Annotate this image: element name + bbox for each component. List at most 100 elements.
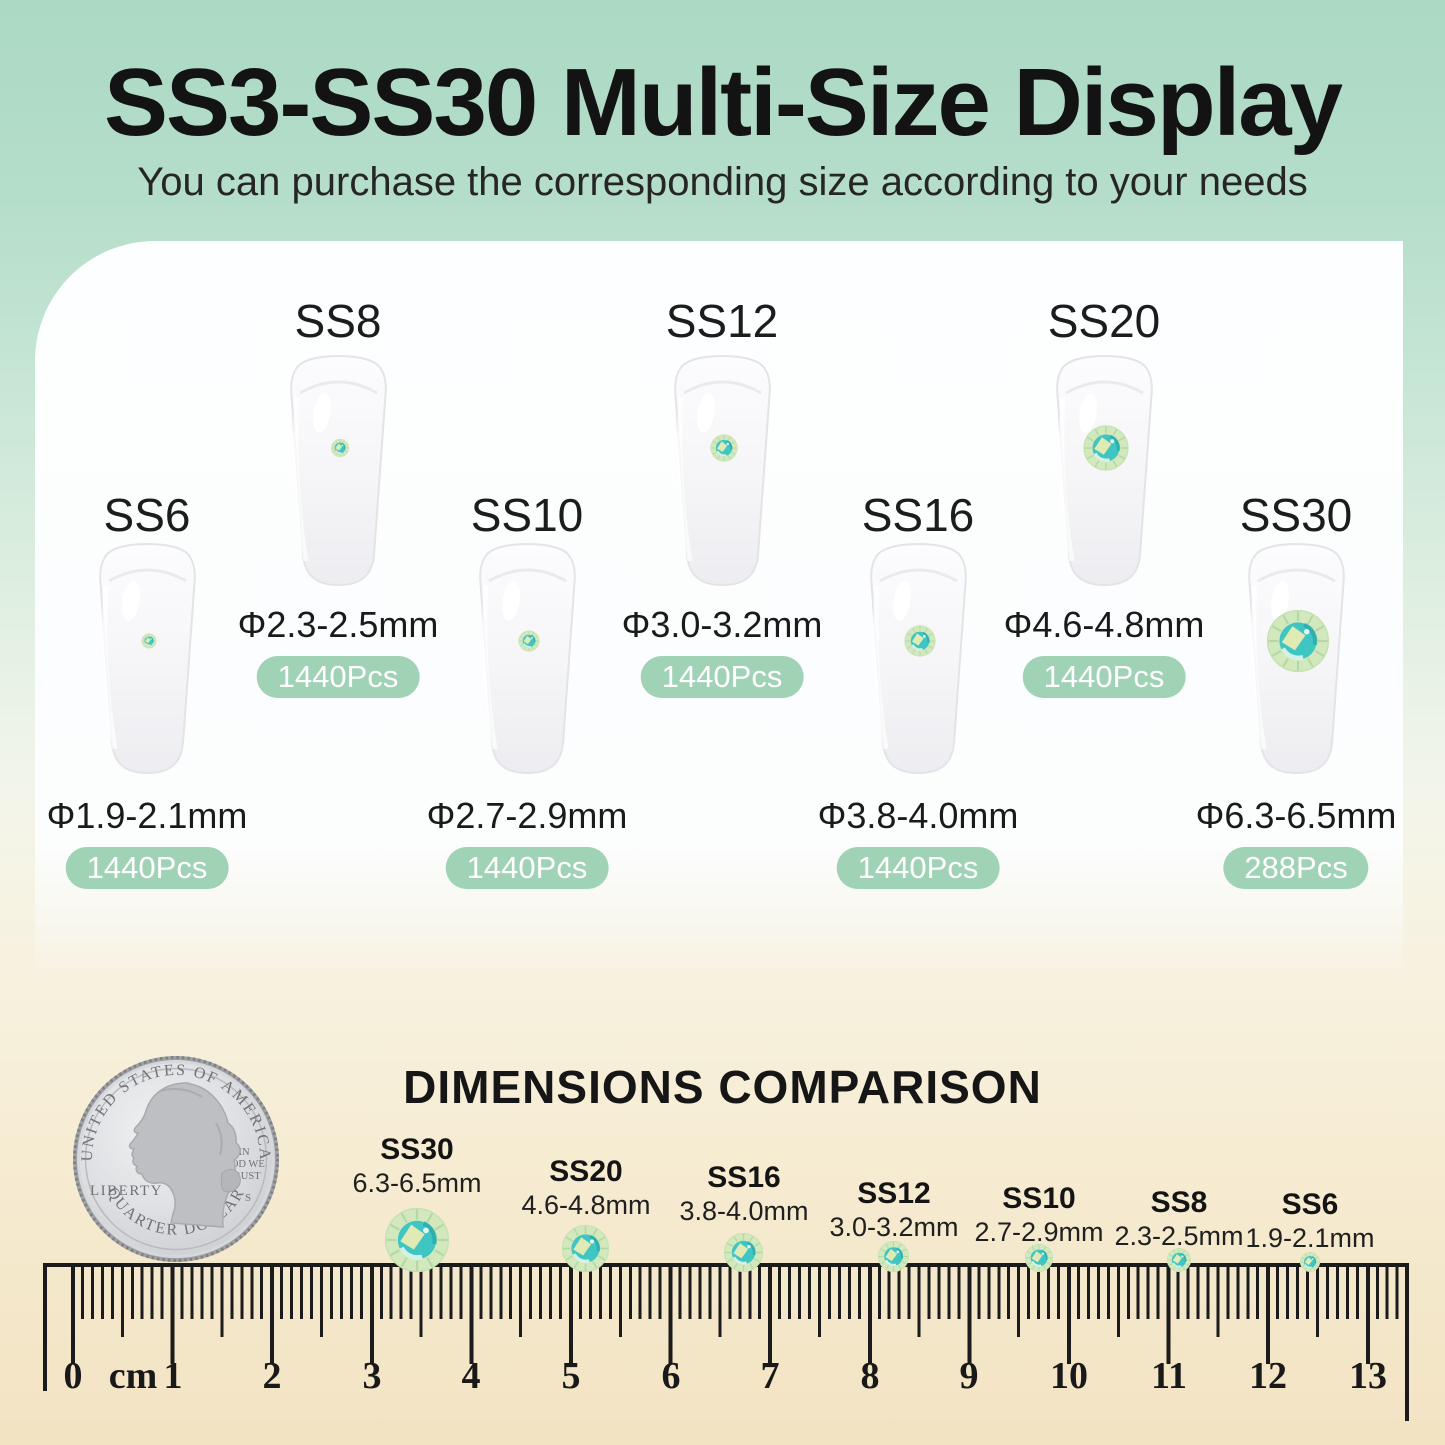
quarter-coin-graphic: UNITED STATES OF AMERICA QUARTER DOLLAR … bbox=[73, 1056, 279, 1262]
stone-name: SS30 bbox=[380, 1133, 454, 1166]
rhinestone-icon bbox=[903, 624, 936, 658]
cmp-label-ss20: SS20 4.6-4.8mm bbox=[476, 1155, 696, 1221]
ruler-right-edge bbox=[1405, 1263, 1409, 1421]
nail-tip-graphic bbox=[660, 353, 785, 588]
size-display-ss10: SS10 Φ2.7-2.9mm 1440Pcs bbox=[427, 0, 627, 980]
coin-motto-line1: IN bbox=[238, 1147, 249, 1158]
nail-tip-graphic bbox=[276, 353, 401, 588]
size-diameter: Φ2.3-2.5mm bbox=[237, 604, 439, 645]
cmp-label-ss6: SS6 1.9-2.1mm bbox=[1200, 1188, 1420, 1254]
ruler-number: 2 bbox=[262, 1355, 282, 1397]
size-display-ss6: SS6 Φ1.9-2.1mm 1440Pcs bbox=[47, 0, 247, 980]
ruler-number: 3 bbox=[362, 1355, 382, 1397]
stone-size: 6.3-6.5mm bbox=[352, 1168, 482, 1198]
stone-name: SS20 bbox=[549, 1155, 623, 1188]
stone-size: 2.3-2.5mm bbox=[1114, 1221, 1244, 1251]
size-name: SS12 bbox=[665, 295, 779, 347]
ruler-number: 9 bbox=[959, 1355, 979, 1397]
stone-size: 1.9-2.1mm bbox=[1245, 1223, 1375, 1253]
size-name: SS16 bbox=[861, 489, 975, 541]
stone-name: SS6 bbox=[1281, 1188, 1339, 1221]
size-display-ss8: SS8 Φ2.3-2.5mm 1440Pcs bbox=[238, 0, 438, 980]
size-diameter: Φ3.0-3.2mm bbox=[621, 604, 823, 645]
coin-liberty-text: LIBERTY bbox=[90, 1183, 163, 1199]
rhinestone-icon bbox=[709, 433, 738, 463]
quantity-badge: 1440Pcs bbox=[445, 847, 609, 889]
ruler-number: 4 bbox=[461, 1355, 481, 1397]
quantity-badge: 1440Pcs bbox=[836, 847, 1000, 889]
ruler-cm-ticks bbox=[71, 1267, 1405, 1364]
stone-size: 4.6-4.8mm bbox=[521, 1190, 651, 1220]
stone-name: SS12 bbox=[857, 1177, 931, 1210]
rhinestone-icon-ss6 bbox=[1300, 1252, 1320, 1272]
rhinestone-icon bbox=[1267, 611, 1328, 672]
stone-name: SS16 bbox=[707, 1161, 781, 1194]
ruler-top-edge bbox=[43, 1263, 1409, 1267]
washington-profile bbox=[128, 1082, 241, 1228]
quantity-badge: 1440Pcs bbox=[256, 656, 420, 698]
coin-motto-line3: TRUST bbox=[227, 1171, 261, 1182]
page-title: SS3-SS30 Multi-Size Display bbox=[103, 49, 1343, 156]
rhinestone-icon-ss10 bbox=[1025, 1244, 1053, 1272]
stone-size: 3.0-3.2mm bbox=[829, 1212, 959, 1242]
nail-tip-graphic bbox=[1042, 353, 1167, 588]
ruler-left-edge bbox=[43, 1263, 47, 1391]
ruler-number: 11 bbox=[1151, 1355, 1187, 1397]
rhinestone-icon-ss20 bbox=[562, 1225, 609, 1272]
quantity-badge: 288Pcs bbox=[1223, 847, 1369, 889]
rhinestone-icon-ss16 bbox=[724, 1233, 763, 1272]
stone-size: 2.7-2.9mm bbox=[974, 1217, 1104, 1247]
cmp-label-ss10: SS10 2.7-2.9mm bbox=[929, 1182, 1149, 1248]
size-diameter: Φ4.6-4.8mm bbox=[1003, 604, 1205, 645]
size-display-ss12: SS12 Φ3.0-3.2mm 1440Pcs bbox=[622, 0, 822, 980]
rhinestone-icon-ss8 bbox=[1167, 1248, 1191, 1272]
size-name: SS30 bbox=[1239, 489, 1353, 541]
ruler-number: 6 bbox=[661, 1355, 681, 1397]
cmp-label-ss16: SS16 3.8-4.0mm bbox=[634, 1161, 854, 1227]
ruler-number: 10 bbox=[1050, 1355, 1088, 1397]
nail-tip-graphic bbox=[856, 541, 981, 776]
quantity-badge: 1440Pcs bbox=[640, 656, 804, 698]
ruler-number: 12 bbox=[1249, 1355, 1287, 1397]
ruler-number: 5 bbox=[561, 1355, 581, 1397]
ruler-number: 8 bbox=[860, 1355, 880, 1397]
size-display-ss20: SS20 Φ4.6-4.8mm 1440Pcs bbox=[1004, 0, 1204, 980]
size-diameter: Φ6.3-6.5mm bbox=[1195, 795, 1397, 836]
size-diameter: Φ2.7-2.9mm bbox=[426, 795, 628, 836]
stone-name: SS10 bbox=[1002, 1182, 1076, 1215]
quantity-badge: 1440Pcs bbox=[1022, 656, 1186, 698]
comparison-title: DIMENSIONS COMPARISON bbox=[403, 1061, 1042, 1113]
nail-tip-graphic bbox=[1234, 541, 1359, 776]
ruler-number: 1 bbox=[163, 1355, 183, 1397]
ruler-number: 13 bbox=[1349, 1355, 1387, 1397]
cmp-label-ss30: SS30 6.3-6.5mm bbox=[307, 1133, 527, 1199]
size-diameter: Φ1.9-2.1mm bbox=[46, 795, 248, 836]
coin-mint-mark: S bbox=[245, 1192, 251, 1204]
size-name: SS10 bbox=[470, 489, 584, 541]
size-display-ss30: SS30 Φ6.3-6.5mm 288Pcs bbox=[1196, 0, 1396, 980]
cmp-label-ss8: SS8 2.3-2.5mm bbox=[1069, 1186, 1289, 1252]
rhinestone-icon bbox=[517, 629, 540, 653]
ruler-number-0: 0 bbox=[63, 1355, 83, 1397]
rhinestone-icon-ss12 bbox=[878, 1241, 909, 1272]
stone-name: SS8 bbox=[1150, 1186, 1208, 1219]
quantity-badge: 1440Pcs bbox=[65, 847, 229, 889]
rhinestone-icon-ss30 bbox=[385, 1208, 449, 1272]
size-diameter: Φ3.8-4.0mm bbox=[817, 795, 1019, 836]
nail-tip-graphic bbox=[85, 541, 210, 776]
stone-size: 3.8-4.0mm bbox=[679, 1196, 809, 1226]
ruler-unit-label: cm bbox=[108, 1355, 158, 1397]
nail-tip-graphic bbox=[465, 541, 590, 776]
ruler-number: 7 bbox=[760, 1355, 780, 1397]
coin-motto-line2: GOD WE bbox=[223, 1159, 265, 1170]
size-name: SS6 bbox=[103, 489, 191, 541]
page-subtitle: You can purchase the corresponding size … bbox=[137, 160, 1308, 204]
size-name: SS8 bbox=[294, 295, 382, 347]
rhinestone-icon bbox=[1081, 424, 1130, 472]
rhinestone-icon bbox=[330, 438, 349, 458]
size-name: SS20 bbox=[1047, 295, 1161, 347]
cmp-label-ss12: SS12 3.0-3.2mm bbox=[784, 1177, 1004, 1243]
size-display-ss16: SS16 Φ3.8-4.0mm 1440Pcs bbox=[818, 0, 1018, 980]
rhinestone-icon bbox=[140, 633, 157, 649]
